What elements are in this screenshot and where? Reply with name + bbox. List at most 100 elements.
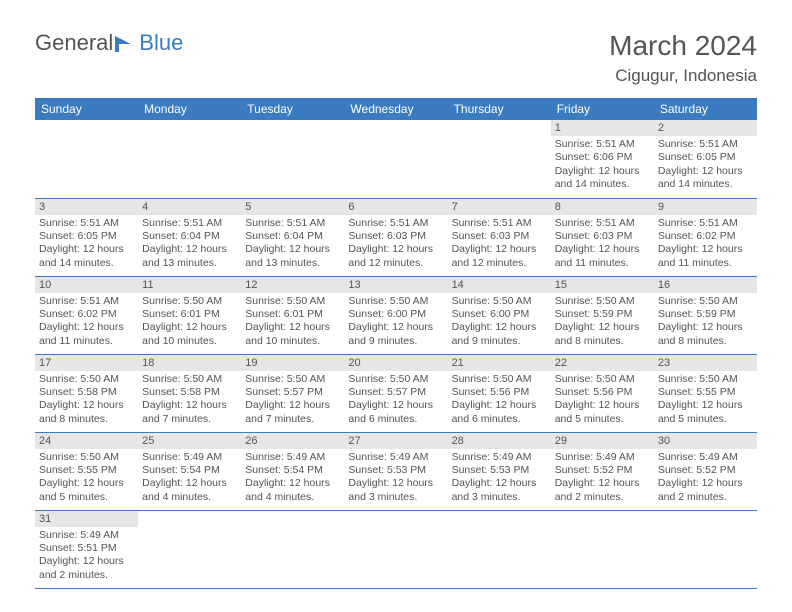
sunset-line: Sunset: 6:05 PM — [658, 151, 753, 164]
sunrise-line: Sunrise: 5:50 AM — [348, 373, 443, 386]
calendar-day-cell: 30 Sunrise: 5:49 AMSunset: 5:52 PMDayligh… — [654, 432, 757, 510]
day-number: 1 — [551, 120, 654, 136]
day-number: 19 — [241, 355, 344, 371]
day-detail: Sunrise: 5:50 AMSunset: 5:59 PMDaylight:… — [654, 293, 757, 353]
day-number: 21 — [448, 355, 551, 371]
day-number: 2 — [654, 120, 757, 136]
logo-text-1: General — [35, 30, 113, 56]
daylight-line: Daylight: 12 hours and 11 minutes. — [555, 243, 650, 270]
sunrise-line: Sunrise: 5:49 AM — [142, 451, 237, 464]
daylight-line: Daylight: 12 hours and 3 minutes. — [348, 477, 443, 504]
day-detail: Sunrise: 5:49 AMSunset: 5:54 PMDaylight:… — [241, 449, 344, 509]
calendar-week-row: 1Sunrise: 5:51 AMSunset: 6:06 PMDaylight… — [35, 120, 757, 198]
calendar-week-row: 31Sunrise: 5:49 AMSunset: 5:51 PMDayligh… — [35, 510, 757, 588]
sunrise-line: Sunrise: 5:51 AM — [39, 217, 134, 230]
calendar-day-cell: 10Sunrise: 5:51 AMSunset: 6:02 PMDayligh… — [35, 276, 138, 354]
sunrise-line: Sunrise: 5:49 AM — [348, 451, 443, 464]
day-number: 10 — [35, 277, 138, 293]
daylight-line: Daylight: 12 hours and 12 minutes. — [452, 243, 547, 270]
day-number: 3 — [35, 199, 138, 215]
calendar-day-cell — [448, 120, 551, 198]
calendar-day-cell: 12Sunrise: 5:50 AMSunset: 6:01 PMDayligh… — [241, 276, 344, 354]
calendar-day-cell: 7Sunrise: 5:51 AMSunset: 6:03 PMDaylight… — [448, 198, 551, 276]
day-number: 15 — [551, 277, 654, 293]
sunrise-line: Sunrise: 5:51 AM — [555, 217, 650, 230]
sunset-line: Sunset: 6:06 PM — [555, 151, 650, 164]
day-number: 24 — [35, 433, 138, 449]
calendar-day-cell: 29Sunrise: 5:49 AMSunset: 5:52 PMDayligh… — [551, 432, 654, 510]
daylight-line: Daylight: 12 hours and 8 minutes. — [555, 321, 650, 348]
day-header: Saturday — [654, 98, 757, 120]
sunset-line: Sunset: 5:55 PM — [658, 386, 753, 399]
day-detail: Sunrise: 5:50 AMSunset: 5:55 PMDaylight:… — [35, 449, 138, 509]
sunset-line: Sunset: 5:51 PM — [39, 542, 134, 555]
location: Cigugur, Indonesia — [609, 66, 757, 86]
day-detail: Sunrise: 5:51 AMSunset: 6:03 PMDaylight:… — [448, 215, 551, 275]
day-number: 30 — [654, 433, 757, 449]
day-detail: Sunrise: 5:51 AMSunset: 6:05 PMDaylight:… — [654, 136, 757, 196]
day-number: 22 — [551, 355, 654, 371]
calendar-day-cell — [138, 120, 241, 198]
sunrise-line: Sunrise: 5:49 AM — [555, 451, 650, 464]
sunset-line: Sunset: 6:00 PM — [452, 308, 547, 321]
calendar-day-cell: 23Sunrise: 5:50 AMSunset: 5:55 PMDayligh… — [654, 354, 757, 432]
calendar-day-cell: 26Sunrise: 5:49 AMSunset: 5:54 PMDayligh… — [241, 432, 344, 510]
calendar-day-cell: 3Sunrise: 5:51 AMSunset: 6:05 PMDaylight… — [35, 198, 138, 276]
day-detail: Sunrise: 5:50 AMSunset: 5:56 PMDaylight:… — [448, 371, 551, 431]
logo-text-2: Blue — [139, 30, 183, 56]
sunrise-line: Sunrise: 5:50 AM — [348, 295, 443, 308]
sunset-line: Sunset: 6:03 PM — [348, 230, 443, 243]
daylight-line: Daylight: 12 hours and 2 minutes. — [39, 555, 134, 582]
sunset-line: Sunset: 5:52 PM — [658, 464, 753, 477]
day-detail: Sunrise: 5:50 AMSunset: 5:59 PMDaylight:… — [551, 293, 654, 353]
sunset-line: Sunset: 5:56 PM — [555, 386, 650, 399]
daylight-line: Daylight: 12 hours and 9 minutes. — [348, 321, 443, 348]
calendar-day-cell — [344, 510, 447, 588]
day-detail: Sunrise: 5:51 AMSunset: 6:05 PMDaylight:… — [35, 215, 138, 275]
day-number: 27 — [344, 433, 447, 449]
daylight-line: Daylight: 12 hours and 5 minutes. — [555, 399, 650, 426]
sunset-line: Sunset: 5:58 PM — [142, 386, 237, 399]
daylight-line: Daylight: 12 hours and 6 minutes. — [348, 399, 443, 426]
calendar-day-cell — [138, 510, 241, 588]
day-header: Sunday — [35, 98, 138, 120]
sunrise-line: Sunrise: 5:49 AM — [245, 451, 340, 464]
sunrise-line: Sunrise: 5:50 AM — [452, 373, 547, 386]
sunrise-line: Sunrise: 5:50 AM — [658, 373, 753, 386]
day-number: 5 — [241, 199, 344, 215]
calendar-day-cell: 15Sunrise: 5:50 AMSunset: 5:59 PMDayligh… — [551, 276, 654, 354]
calendar-day-cell — [344, 120, 447, 198]
day-number: 18 — [138, 355, 241, 371]
day-number: 20 — [344, 355, 447, 371]
sunset-line: Sunset: 5:59 PM — [555, 308, 650, 321]
day-detail: Sunrise: 5:50 AMSunset: 5:58 PMDaylight:… — [35, 371, 138, 431]
sunset-line: Sunset: 5:58 PM — [39, 386, 134, 399]
day-detail: Sunrise: 5:50 AMSunset: 6:00 PMDaylight:… — [344, 293, 447, 353]
day-number: 14 — [448, 277, 551, 293]
day-detail: Sunrise: 5:51 AMSunset: 6:02 PMDaylight:… — [654, 215, 757, 275]
sunset-line: Sunset: 6:02 PM — [39, 308, 134, 321]
sunrise-line: Sunrise: 5:49 AM — [452, 451, 547, 464]
daylight-line: Daylight: 12 hours and 14 minutes. — [658, 165, 753, 192]
sunrise-line: Sunrise: 5:51 AM — [39, 295, 134, 308]
daylight-line: Daylight: 12 hours and 2 minutes. — [658, 477, 753, 504]
daylight-line: Daylight: 12 hours and 5 minutes. — [658, 399, 753, 426]
day-detail: Sunrise: 5:51 AMSunset: 6:04 PMDaylight:… — [241, 215, 344, 275]
day-number: 9 — [654, 199, 757, 215]
day-detail: Sunrise: 5:50 AMSunset: 6:01 PMDaylight:… — [138, 293, 241, 353]
sunset-line: Sunset: 5:54 PM — [142, 464, 237, 477]
sunrise-line: Sunrise: 5:51 AM — [348, 217, 443, 230]
daylight-line: Daylight: 12 hours and 12 minutes. — [348, 243, 443, 270]
daylight-line: Daylight: 12 hours and 7 minutes. — [142, 399, 237, 426]
title-block: March 2024 Cigugur, Indonesia — [609, 30, 757, 86]
sunrise-line: Sunrise: 5:49 AM — [658, 451, 753, 464]
day-detail: Sunrise: 5:50 AMSunset: 5:57 PMDaylight:… — [344, 371, 447, 431]
calendar-week-row: 24Sunrise: 5:50 AMSunset: 5:55 PMDayligh… — [35, 432, 757, 510]
sunset-line: Sunset: 6:03 PM — [555, 230, 650, 243]
calendar-week-row: 3Sunrise: 5:51 AMSunset: 6:05 PMDaylight… — [35, 198, 757, 276]
daylight-line: Daylight: 12 hours and 8 minutes. — [658, 321, 753, 348]
sunrise-line: Sunrise: 5:51 AM — [452, 217, 547, 230]
sunrise-line: Sunrise: 5:51 AM — [142, 217, 237, 230]
calendar-day-cell — [654, 510, 757, 588]
calendar-day-cell: 20Sunrise: 5:50 AMSunset: 5:57 PMDayligh… — [344, 354, 447, 432]
